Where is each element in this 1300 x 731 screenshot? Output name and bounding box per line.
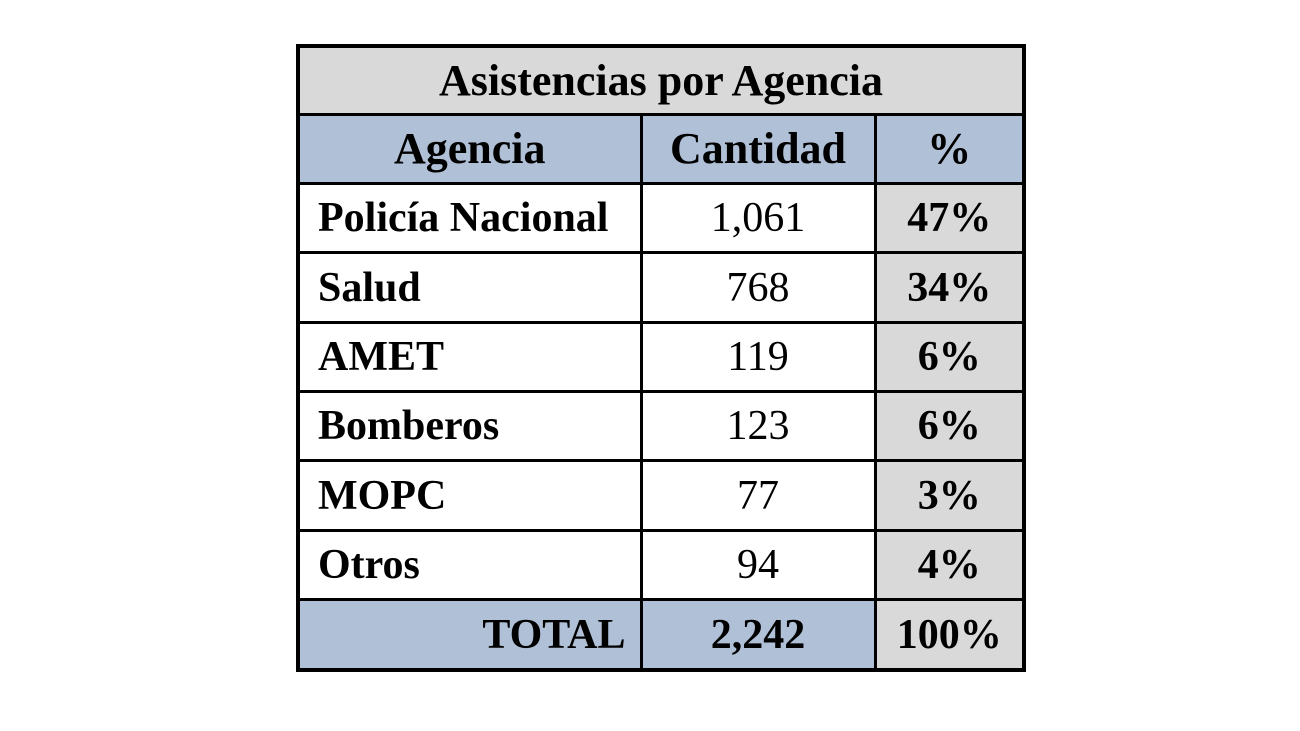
- percent-cell: 4%: [873, 528, 1026, 602]
- table-header-row: Agencia Cantidad %: [296, 112, 1026, 186]
- percent-cell: 47%: [873, 182, 1026, 255]
- table-title-row: Asistencias por Agencia: [296, 44, 1026, 116]
- percent-cell: 34%: [873, 251, 1026, 324]
- table-row: MOPC 77 3%: [296, 459, 1026, 532]
- table-row: Bomberos 123 6%: [296, 390, 1026, 463]
- table-row: Otros 94 4%: [296, 528, 1026, 602]
- agencia-cell: Otros: [296, 528, 643, 602]
- cantidad-cell: 119: [639, 320, 877, 394]
- table-total-row: TOTAL 2,242 100%: [296, 598, 1026, 672]
- asistencias-por-agencia-table: Asistencias por Agencia Agencia Cantidad…: [296, 44, 1027, 672]
- cantidad-cell: 1,061: [639, 182, 877, 255]
- cantidad-cell: 768: [639, 251, 877, 324]
- agencia-cell: Bomberos: [296, 390, 643, 463]
- agencia-cell: AMET: [296, 320, 643, 394]
- cantidad-cell: 123: [639, 390, 877, 463]
- table-row: AMET 119 6%: [296, 320, 1026, 394]
- total-percent-cell: 100%: [873, 598, 1026, 672]
- total-label-cell: TOTAL: [296, 598, 643, 672]
- cantidad-cell: 94: [639, 528, 877, 602]
- percent-cell: 3%: [873, 459, 1026, 532]
- table-title: Asistencias por Agencia: [296, 44, 1026, 116]
- column-header-percent: %: [873, 112, 1026, 186]
- table-row: Salud 768 34%: [296, 251, 1026, 324]
- column-header-cantidad: Cantidad: [639, 112, 877, 186]
- percent-cell: 6%: [873, 390, 1026, 463]
- table-row: Policía Nacional 1,061 47%: [296, 182, 1026, 255]
- cantidad-cell: 77: [639, 459, 877, 532]
- column-header-agencia: Agencia: [296, 112, 643, 186]
- agencia-cell: Salud: [296, 251, 643, 324]
- agencia-cell: MOPC: [296, 459, 643, 532]
- total-cantidad-cell: 2,242: [639, 598, 877, 672]
- agencia-cell: Policía Nacional: [296, 182, 643, 255]
- percent-cell: 6%: [873, 320, 1026, 394]
